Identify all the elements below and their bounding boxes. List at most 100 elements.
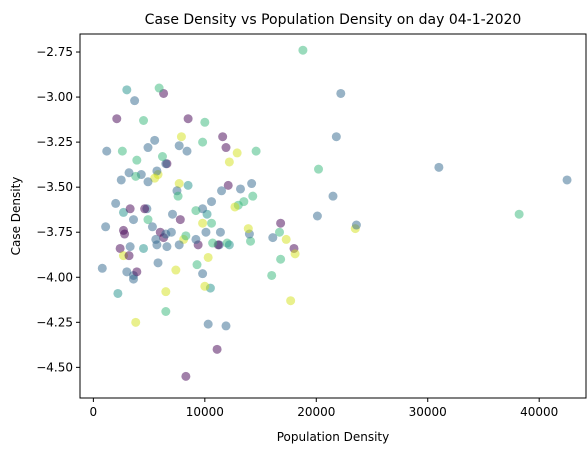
data-point bbox=[122, 85, 132, 95]
data-point bbox=[143, 215, 153, 225]
data-point bbox=[267, 270, 277, 280]
data-point bbox=[139, 243, 149, 253]
data-point bbox=[298, 45, 308, 55]
data-point bbox=[97, 263, 107, 273]
data-point bbox=[154, 83, 164, 93]
data-point bbox=[117, 146, 127, 156]
data-point bbox=[203, 319, 213, 329]
data-point bbox=[221, 321, 231, 331]
x-axis-ticks: 0 10000 20000 30000 40000 bbox=[90, 398, 558, 419]
data-point bbox=[139, 116, 149, 125]
data-point bbox=[192, 260, 202, 270]
data-point bbox=[161, 287, 171, 297]
data-point bbox=[131, 317, 141, 327]
data-point bbox=[181, 231, 191, 241]
data-point bbox=[281, 234, 291, 244]
x-tick-label: 10000 bbox=[186, 405, 224, 419]
data-point bbox=[174, 141, 184, 151]
y-tick-label: −2.75 bbox=[36, 45, 73, 59]
y-axis-label: Case Density bbox=[9, 177, 23, 256]
data-point bbox=[130, 96, 140, 106]
data-point bbox=[434, 162, 444, 172]
data-point bbox=[125, 204, 135, 214]
data-point bbox=[131, 171, 141, 181]
data-point bbox=[217, 186, 227, 196]
data-point bbox=[168, 209, 178, 219]
data-point bbox=[122, 267, 132, 277]
data-point bbox=[268, 233, 278, 243]
data-point bbox=[224, 157, 234, 167]
data-point bbox=[276, 254, 286, 264]
data-point bbox=[276, 218, 286, 228]
data-point bbox=[162, 242, 172, 252]
data-point bbox=[314, 164, 324, 174]
data-point bbox=[203, 252, 213, 262]
data-point bbox=[328, 191, 338, 201]
data-point bbox=[215, 227, 225, 237]
data-point bbox=[116, 175, 126, 185]
data-point bbox=[198, 137, 208, 147]
data-point bbox=[562, 175, 572, 185]
plot-points bbox=[97, 45, 572, 381]
data-point bbox=[157, 152, 167, 162]
data-point bbox=[275, 227, 284, 237]
data-point bbox=[181, 371, 191, 381]
data-point bbox=[183, 114, 193, 124]
data-point bbox=[125, 242, 135, 252]
data-point bbox=[161, 229, 171, 239]
data-point bbox=[230, 202, 240, 212]
y-tick-label: −4.50 bbox=[36, 360, 73, 374]
data-point bbox=[153, 258, 163, 268]
data-point bbox=[113, 288, 123, 298]
data-point bbox=[147, 222, 157, 232]
x-tick-label: 40000 bbox=[520, 405, 558, 419]
data-point bbox=[129, 215, 138, 225]
data-point bbox=[150, 135, 160, 145]
data-point bbox=[132, 267, 142, 277]
data-point bbox=[174, 179, 184, 189]
data-point bbox=[101, 222, 111, 232]
data-point bbox=[191, 206, 201, 216]
data-point bbox=[112, 114, 122, 124]
data-point bbox=[514, 209, 524, 219]
data-point bbox=[143, 143, 153, 153]
y-tick-label: −3.25 bbox=[36, 135, 73, 149]
data-point bbox=[183, 180, 193, 190]
y-tick-label: −3.75 bbox=[36, 225, 73, 239]
data-point bbox=[218, 132, 228, 142]
data-point bbox=[118, 207, 128, 217]
x-tick-label: 20000 bbox=[297, 405, 335, 419]
data-point bbox=[207, 218, 217, 228]
data-point bbox=[200, 281, 210, 291]
data-point bbox=[286, 296, 296, 306]
data-point bbox=[243, 224, 253, 234]
x-tick-label: 30000 bbox=[409, 405, 447, 419]
data-point bbox=[124, 168, 134, 178]
data-point bbox=[198, 269, 208, 279]
data-point bbox=[235, 184, 245, 194]
x-tick-label: 0 bbox=[90, 405, 98, 419]
data-point bbox=[151, 234, 161, 244]
data-point bbox=[174, 240, 184, 250]
data-point bbox=[221, 143, 231, 153]
y-tick-label: −3.00 bbox=[36, 90, 73, 104]
data-point bbox=[198, 218, 208, 228]
data-point bbox=[247, 179, 257, 189]
data-point bbox=[161, 159, 171, 169]
y-axis-ticks: −2.75 −3.00 −3.25 −3.50 −3.75 −4.00 −4.25 −4.50 bbox=[36, 45, 80, 374]
data-point bbox=[200, 117, 210, 127]
data-point bbox=[224, 240, 234, 250]
data-point bbox=[191, 234, 201, 244]
y-tick-label: −4.25 bbox=[36, 315, 73, 329]
data-point bbox=[232, 148, 242, 158]
data-point bbox=[312, 211, 322, 221]
data-point bbox=[129, 274, 138, 284]
data-point bbox=[143, 177, 153, 187]
data-point bbox=[176, 132, 186, 142]
y-tick-label: −3.50 bbox=[36, 180, 73, 194]
y-tick-label: −4.00 bbox=[36, 270, 73, 284]
data-point bbox=[248, 191, 258, 201]
data-point bbox=[208, 238, 218, 248]
data-point bbox=[140, 204, 150, 214]
